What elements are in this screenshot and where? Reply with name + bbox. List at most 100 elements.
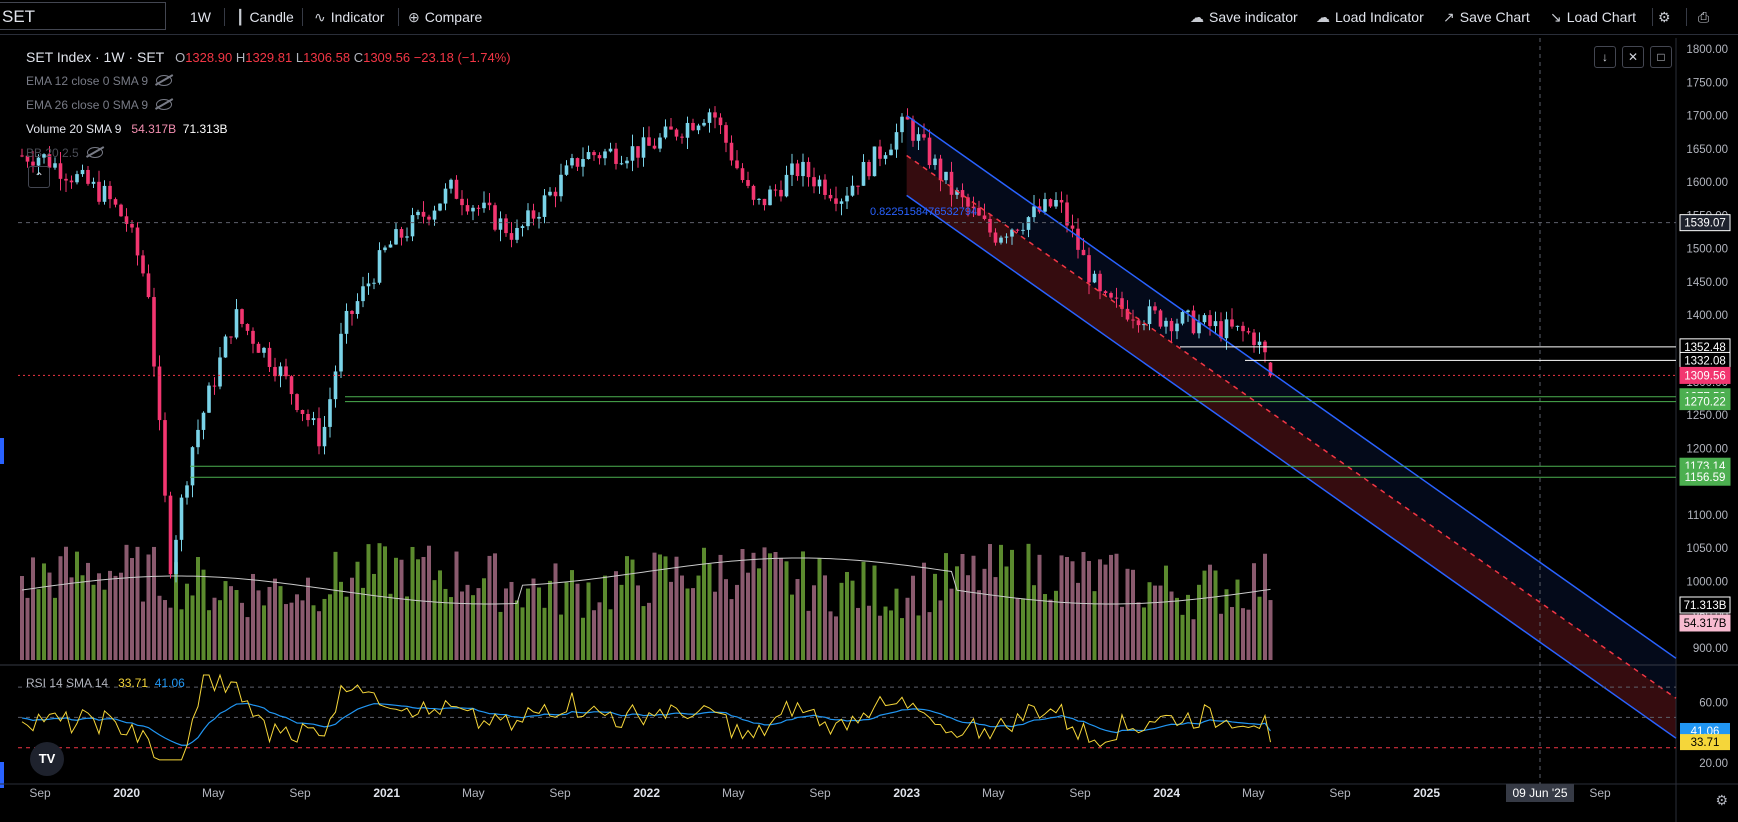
ema26-legend[interactable]: EMA 26 close 0 SMA 9 (26, 98, 173, 112)
save-indicator-button[interactable]: ☁ Save indicator (1190, 0, 1298, 34)
indicator-button[interactable]: ∿ Indicator (314, 0, 384, 34)
candle-body (1021, 229, 1025, 231)
channel-line (906, 154, 1677, 699)
load-chart-button[interactable]: ↘ Load Chart (1550, 0, 1636, 34)
candle-body (218, 357, 222, 387)
candle-body (223, 336, 228, 358)
save-chart-button[interactable]: ↗ Save Chart (1443, 0, 1530, 34)
candle-body (1076, 228, 1080, 250)
candle-body (905, 116, 910, 120)
settings-button[interactable]: ⚙ (1658, 0, 1676, 34)
chevron-up-icon: ⌃ (33, 170, 45, 184)
ema12-legend[interactable]: EMA 12 close 0 SMA 9 (26, 74, 173, 88)
price-tick-label: 900.00 (1693, 643, 1728, 655)
volume-bar (806, 610, 811, 660)
candle-body (207, 385, 211, 413)
candle-body (1114, 297, 1119, 299)
rsi-legend[interactable]: RSI 14 SMA 14 33.71 41.06 (26, 676, 185, 690)
volume-bar (993, 577, 998, 660)
volume-bar (1032, 585, 1036, 660)
price-axis: 1800.001750.001700.001650.001600.001550.… (1679, 44, 1731, 655)
candle-body (707, 112, 712, 123)
volume-bar (69, 577, 74, 660)
collapse-legend-button[interactable]: ⌃ (28, 166, 50, 188)
compare-button[interactable]: ⊕ Compare (408, 0, 482, 34)
volume-bar (768, 553, 772, 660)
rsi-badge (1680, 734, 1730, 751)
volume-bar (460, 591, 464, 660)
candle-body (20, 155, 24, 157)
candle-body (581, 159, 585, 167)
volume-bar (1092, 591, 1097, 660)
volume-bar (256, 590, 261, 660)
volume-bar (333, 551, 338, 660)
volume-bar (31, 557, 35, 660)
collapse-pane-button[interactable]: ✕ (1622, 46, 1644, 68)
screenshot-button[interactable]: ⎙ (1698, 0, 1714, 34)
candle-body (1015, 229, 1020, 231)
volume-bar (641, 606, 646, 660)
volume-bar (482, 578, 486, 660)
volume-legend[interactable]: Volume 20 SMA 9 54.317B 71.313B (26, 122, 228, 136)
load-indicator-button[interactable]: ☁ Load Indicator (1316, 0, 1424, 34)
candle-body (102, 185, 107, 202)
volume-bar (361, 587, 365, 660)
volume-bar (548, 580, 552, 660)
bb-legend[interactable]: BB 20 2.5 (26, 146, 103, 160)
candle-body (1202, 315, 1207, 323)
candle-body (339, 333, 343, 372)
candle-body (449, 179, 453, 189)
candle-body (421, 211, 426, 217)
candle-body (1120, 298, 1124, 309)
volume-bar (1109, 554, 1113, 660)
volume-bar (53, 597, 57, 660)
volume-bar (1081, 551, 1086, 660)
time-tick-label: May (202, 786, 225, 800)
legend-open: 1328.90 (185, 50, 233, 65)
symbol-search[interactable]: SET (0, 2, 166, 30)
candle-body (1158, 310, 1163, 327)
volume-bar (850, 580, 855, 660)
time-tick-label: 2021 (373, 786, 400, 800)
candle-body (317, 418, 321, 447)
volume-bar (658, 554, 662, 660)
eye-off-icon[interactable] (86, 147, 103, 158)
candle-body (80, 169, 85, 175)
price-tick-label: 1250.00 (1686, 410, 1728, 422)
candle-body (542, 195, 547, 217)
candle-body (949, 171, 954, 195)
eye-off-icon[interactable] (156, 75, 173, 86)
volume-bar (427, 545, 431, 660)
volume-bar (119, 572, 123, 660)
volume-bar (1015, 598, 1020, 660)
volume-bar (592, 610, 596, 660)
left-panel-tab[interactable] (0, 438, 4, 464)
chart-type-button[interactable]: ┃ Candle (236, 0, 294, 34)
volume-bar (669, 581, 673, 660)
candle-body (432, 210, 437, 220)
candle-body (867, 161, 871, 177)
candle-body (680, 136, 684, 138)
candle-body (1054, 199, 1058, 207)
volume-bar (234, 590, 239, 660)
volume-bar (476, 588, 481, 660)
candle-body (1241, 325, 1245, 332)
indicator-label: Indicator (330, 9, 385, 25)
left-panel-tab[interactable] (0, 762, 4, 788)
candle-body (212, 385, 217, 387)
candle-body (135, 227, 140, 256)
time-axis-settings[interactable]: ⚙ (1715, 792, 1728, 809)
candle-body (1010, 229, 1014, 237)
candle-body (922, 134, 926, 138)
volume-bar (163, 600, 167, 660)
volume-bar (1213, 570, 1218, 660)
eye-off-icon[interactable] (156, 99, 173, 110)
tradingview-logo[interactable]: TV (30, 742, 64, 776)
interval-button[interactable]: 1W (190, 9, 211, 25)
maximize-pane-button[interactable]: □ (1650, 46, 1672, 68)
candle-body (487, 202, 492, 206)
move-down-button[interactable]: ↓ (1594, 46, 1616, 68)
candle-body (416, 211, 420, 216)
candle-body (1197, 322, 1201, 334)
